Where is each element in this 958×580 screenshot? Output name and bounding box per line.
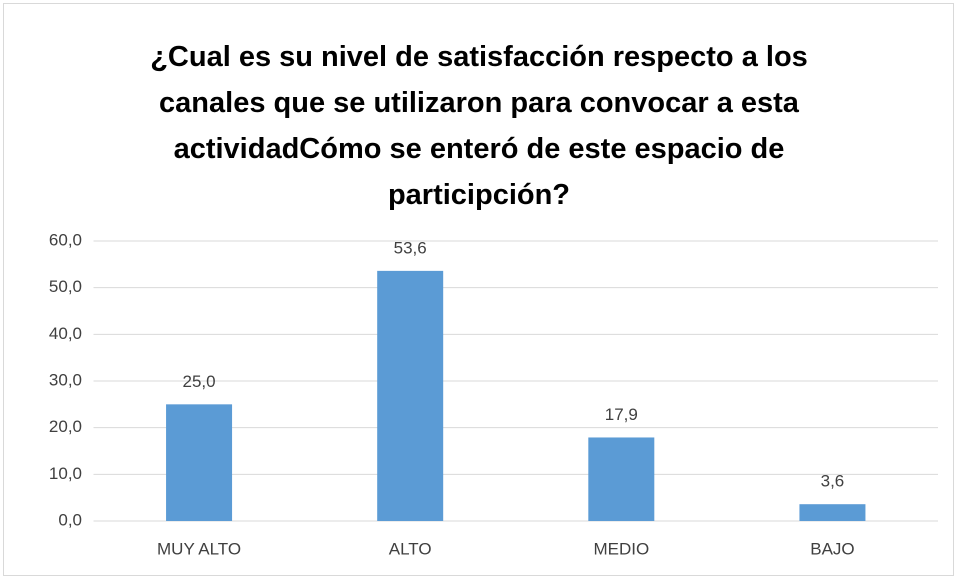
y-tick-label: 10,0: [49, 464, 82, 483]
chart-title: ¿Cual es su nivel de satisfacción respec…: [150, 41, 808, 211]
y-tick-label: 40,0: [49, 324, 82, 343]
y-tick-label: 0,0: [58, 510, 82, 529]
x-tick-label: MUY ALTO: [157, 539, 241, 558]
x-tick-label: MEDIO: [593, 539, 649, 558]
y-tick-label: 30,0: [49, 370, 82, 389]
data-label: 3,6: [821, 472, 845, 491]
y-tick-label: 20,0: [49, 417, 82, 436]
bar: [799, 504, 866, 521]
data-label: 25,0: [183, 372, 216, 391]
x-tick-label: ALTO: [389, 539, 432, 558]
y-tick-label: 50,0: [49, 277, 82, 296]
x-tick-label: BAJO: [810, 539, 854, 558]
data-label: 53,6: [394, 238, 427, 257]
bar: [166, 404, 233, 521]
y-tick-label: 60,0: [49, 230, 82, 249]
chart-border: [3, 3, 954, 576]
bar: [377, 270, 444, 521]
bar: [588, 437, 655, 521]
data-label: 17,9: [605, 405, 638, 424]
